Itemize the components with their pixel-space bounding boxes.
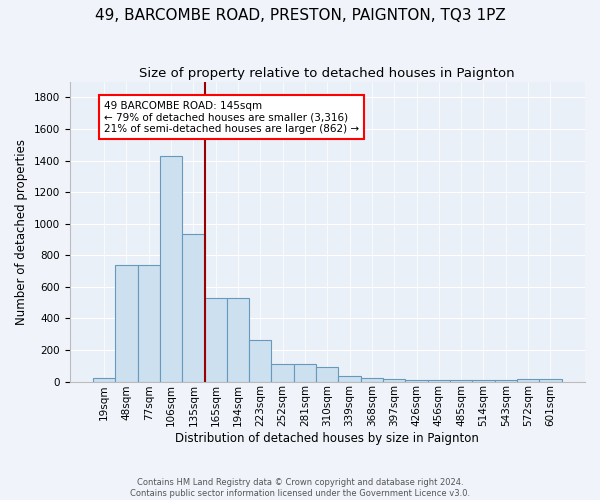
- Text: 49 BARCOMBE ROAD: 145sqm
← 79% of detached houses are smaller (3,316)
21% of sem: 49 BARCOMBE ROAD: 145sqm ← 79% of detach…: [104, 100, 359, 134]
- Bar: [249, 340, 271, 382]
- Text: 49, BARCOMBE ROAD, PRESTON, PAIGNTON, TQ3 1PZ: 49, BARCOMBE ROAD, PRESTON, PAIGNTON, TQ…: [95, 8, 505, 22]
- Bar: [494, 380, 517, 382]
- Bar: [406, 380, 428, 382]
- Text: Contains HM Land Registry data © Crown copyright and database right 2024.
Contai: Contains HM Land Registry data © Crown c…: [130, 478, 470, 498]
- Bar: [160, 156, 182, 382]
- Bar: [361, 378, 383, 382]
- Bar: [137, 264, 160, 382]
- Y-axis label: Number of detached properties: Number of detached properties: [15, 138, 28, 324]
- Bar: [182, 234, 205, 382]
- Bar: [93, 378, 115, 382]
- Bar: [115, 264, 137, 382]
- Title: Size of property relative to detached houses in Paignton: Size of property relative to detached ho…: [139, 68, 515, 80]
- Bar: [428, 380, 450, 382]
- Bar: [383, 379, 406, 382]
- Bar: [472, 380, 494, 382]
- Bar: [338, 376, 361, 382]
- Bar: [316, 368, 338, 382]
- Bar: [450, 380, 472, 382]
- Bar: [539, 379, 562, 382]
- Bar: [227, 298, 249, 382]
- Bar: [517, 379, 539, 382]
- Bar: [205, 298, 227, 382]
- Bar: [294, 364, 316, 382]
- Bar: [271, 364, 294, 382]
- X-axis label: Distribution of detached houses by size in Paignton: Distribution of detached houses by size …: [175, 432, 479, 445]
